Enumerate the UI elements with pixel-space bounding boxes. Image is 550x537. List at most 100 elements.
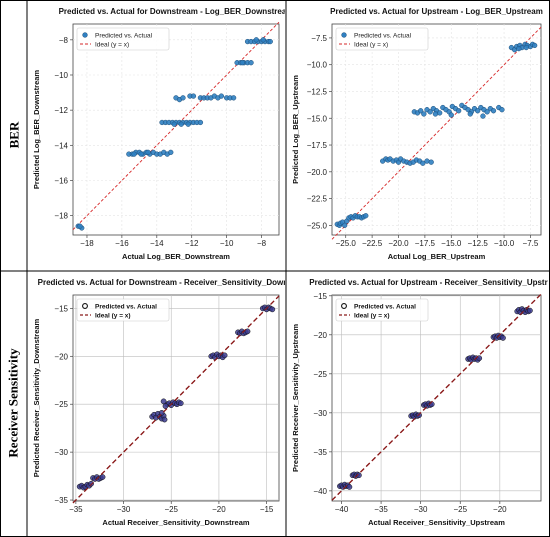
data-point <box>420 160 426 166</box>
row-label-ber-text: BER <box>6 121 22 149</box>
y-tick-label: −17.5 <box>307 141 328 150</box>
data-point <box>363 213 369 219</box>
row-label-ber: BER <box>2 0 26 270</box>
y-tick-label: −10.0 <box>307 61 328 70</box>
y-tick-label: −25 <box>313 370 327 379</box>
data-point <box>158 410 165 416</box>
data-point <box>532 42 538 49</box>
ideal-line-overlay <box>331 293 542 501</box>
y-tick-label: −14 <box>54 141 68 150</box>
data-point <box>230 95 237 101</box>
x-tick-label: −20.0 <box>388 239 409 248</box>
x-axis-label: Actual Receiver_Sensitivity_Downstream <box>102 518 249 527</box>
legend-label: Predicted vs. Actual <box>95 303 157 310</box>
data-point <box>160 398 167 405</box>
plot-area <box>72 294 280 502</box>
data-point <box>342 222 348 229</box>
x-tick-label: −10.0 <box>494 239 515 248</box>
y-tick-label: −15 <box>54 304 68 313</box>
x-tick-label: −25 <box>453 505 467 514</box>
x-tick-label: −15.0 <box>441 239 462 248</box>
plot-area <box>72 23 280 236</box>
data-point <box>99 474 106 480</box>
legend: Predicted vs. Actual Ideal (y = x) <box>76 27 170 51</box>
x-axis-label: Actual Log_BER_Downstream <box>122 252 230 261</box>
points-series <box>75 37 273 231</box>
data-point <box>131 151 137 157</box>
y-tick-label: −35 <box>313 448 327 457</box>
data-point <box>421 111 427 117</box>
y-axis: −40 −35 −30 −25 −20 −15 <box>313 292 541 496</box>
plot-area <box>331 23 542 236</box>
y-tick-label: −18 <box>54 212 68 221</box>
row-label-receiver-sensitivity-text: Receiver Sensitivity <box>6 348 21 458</box>
data-point <box>168 149 174 156</box>
x-tick-label: −40 <box>335 505 349 514</box>
x-tick-label: −30 <box>117 505 131 514</box>
data-point <box>162 403 169 409</box>
x-tick-label: −8 <box>257 239 267 248</box>
chart-receiver-sensitivity-downstream: −35 −30 −25 −20 −15 −35 −30 −25 −20 −15 Predicted … <box>29 273 285 535</box>
x-tick-label: −30 <box>414 505 428 514</box>
data-point <box>356 472 362 479</box>
data-point <box>239 60 245 66</box>
data-point <box>346 484 353 490</box>
x-axis-label: Actual Receiver_Sensitivity_Upstream <box>368 518 505 527</box>
legend-label: Ideal (y = x) <box>95 41 129 48</box>
x-axis: −25.0 −22.5 −20.0 −17.5 −15.0 −12.5 −10.0 −7.5 <box>336 24 539 248</box>
y-axis-label: Predicted Log_BER_Upstream <box>291 75 300 184</box>
legend-box <box>335 298 429 322</box>
legend-box <box>76 27 170 51</box>
x-tick-label: −10 <box>220 239 234 248</box>
x-tick-label: −14 <box>150 239 164 248</box>
x-tick-label: −16 <box>115 239 129 248</box>
data-point <box>248 60 254 66</box>
x-tick-label: −18 <box>80 239 94 248</box>
x-tick-label: −17.5 <box>415 239 436 248</box>
y-tick-label: −22.5 <box>307 195 328 204</box>
data-point <box>190 93 197 99</box>
data-point <box>178 121 184 127</box>
data-point <box>221 352 228 359</box>
y-tick-label: −10 <box>54 71 68 80</box>
y-tick-label: −20 <box>313 331 327 340</box>
data-point <box>197 119 204 126</box>
chart-title: Predicted vs. Actual for Downstream - Re… <box>38 278 285 287</box>
data-point <box>516 45 522 52</box>
data-point <box>161 416 168 423</box>
data-point <box>180 95 186 101</box>
x-tick-label: −15 <box>260 505 274 514</box>
data-point <box>448 112 454 118</box>
x-axis-label: Actual Log_BER_Upstream <box>388 252 486 261</box>
x-tick-label: −12.5 <box>468 239 489 248</box>
x-tick-label: −35 <box>69 505 83 514</box>
data-point <box>484 109 490 115</box>
x-axis: −18 −16 −14 −12 −10 −8 <box>80 24 267 248</box>
legend-label: Predicted vs. Actual <box>354 32 412 39</box>
data-point <box>218 93 225 99</box>
x-tick-label: −7.5 <box>523 239 539 248</box>
y-tick-label: −8 <box>59 36 69 45</box>
data-point <box>171 121 177 127</box>
legend-marker-points <box>341 32 347 38</box>
ideal-line-overlay <box>72 295 280 504</box>
legend-marker-points <box>82 32 88 38</box>
legend-label: Predicted vs. Actual <box>95 32 153 39</box>
y-tick-label: −20.0 <box>307 168 328 177</box>
data-point <box>428 159 434 165</box>
chart-title: Predicted vs. Actual for Upstream - Log_… <box>330 7 543 16</box>
data-point <box>480 113 486 119</box>
x-tick-label: −35 <box>374 505 388 514</box>
data-point <box>500 335 506 341</box>
y-tick-label: −30 <box>313 409 327 418</box>
data-point <box>475 108 481 114</box>
data-point <box>267 38 273 45</box>
legend-marker-points <box>341 303 347 309</box>
x-tick-label: −22.5 <box>362 239 383 248</box>
row-label-receiver-sensitivity: Receiver Sensitivity <box>2 272 26 534</box>
data-point <box>185 121 191 127</box>
chart-title: Predicted vs. Actual for Upstream - Rece… <box>309 278 548 287</box>
y-axis-label: Predicted Receiver_Sensitivity_Upstream <box>291 324 300 472</box>
x-axis: −35 −30 −25 −20 −15 <box>69 295 274 514</box>
data-point <box>499 107 505 113</box>
